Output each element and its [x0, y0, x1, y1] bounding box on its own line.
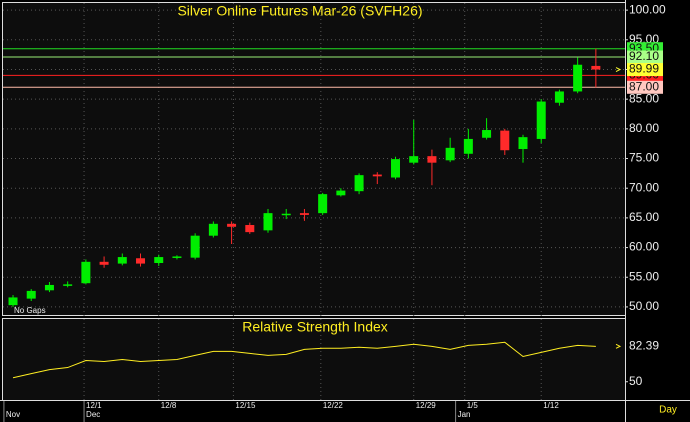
candle-body	[536, 101, 546, 139]
price-label-bg	[627, 50, 663, 64]
candle-body	[117, 257, 127, 264]
x-tick-label: 1/12	[543, 401, 559, 410]
rsi-panel	[2, 318, 626, 401]
candle-body	[154, 257, 164, 263]
candle-body	[372, 174, 382, 177]
candle-body	[208, 223, 218, 236]
rsi-arrow	[615, 343, 622, 349]
candle-body	[427, 156, 437, 163]
candle-body	[227, 223, 237, 227]
candle-body	[26, 290, 36, 299]
chart-title: Silver Online Futures Mar-26 (SVFH26)	[177, 3, 422, 19]
month-label: Nov	[6, 410, 20, 419]
y-tick-label: 60.00	[629, 240, 659, 254]
candle-body	[190, 235, 200, 258]
last-price-bg	[627, 63, 663, 77]
candle-body	[409, 156, 419, 163]
price-label: 87.00	[629, 79, 659, 93]
candle-body	[463, 138, 473, 154]
y-tick-label: 70.00	[629, 180, 659, 194]
candle-body	[8, 297, 18, 306]
candle-body	[554, 91, 564, 103]
candle-body	[263, 213, 273, 231]
candle-body	[391, 159, 401, 178]
price-label-bg	[627, 80, 663, 94]
candle-body	[354, 175, 364, 192]
rsi-title: Relative Strength Index	[242, 319, 388, 335]
y-tick-label: 80.00	[629, 121, 659, 135]
y-tick-label: 50	[629, 374, 643, 388]
candle-body	[591, 65, 601, 70]
y-tick-label: 75.00	[629, 151, 659, 165]
last-price-label: 89.99	[629, 62, 659, 76]
y-tick-label: 100.00	[629, 2, 666, 16]
x-tick-label: 12/8	[161, 401, 177, 410]
candle-body	[336, 190, 346, 196]
price-label: 92.10	[629, 49, 659, 63]
month-label: Jan	[458, 410, 471, 419]
y-tick-label: 55.00	[629, 269, 659, 283]
rsi-label-bg	[627, 339, 663, 353]
x-tick-label: 12/29	[416, 401, 437, 410]
candle-body	[81, 261, 91, 284]
candle-body	[63, 284, 73, 286]
y-tick-label: 85.00	[629, 91, 659, 105]
period-label: Day	[659, 405, 677, 416]
last-price-arrow	[615, 67, 622, 72]
candle-body	[281, 213, 291, 216]
candle-body	[518, 137, 528, 150]
candle-body	[99, 261, 109, 265]
rsi-line	[12, 341, 596, 379]
candle-body	[318, 194, 328, 214]
candle-body	[172, 256, 182, 258]
candle-body	[500, 130, 510, 151]
candle-body	[482, 130, 492, 138]
x-tick-label: 12/1	[86, 401, 102, 410]
rsi-value-label: 82.39	[629, 339, 659, 353]
x-tick-label: 12/15	[235, 401, 256, 410]
y-tick-label: 50.00	[629, 299, 659, 313]
y-tick-label: 65.00	[629, 210, 659, 224]
candle-body	[573, 64, 583, 92]
x-tick-label: 12/22	[323, 401, 344, 410]
note: No Gaps	[14, 306, 46, 315]
x-tick-label: 1/5	[467, 401, 479, 410]
candle-body	[299, 213, 309, 215]
candle-body	[245, 225, 255, 233]
candle-body	[445, 147, 455, 161]
candle-body	[136, 258, 146, 264]
candle-body	[44, 284, 54, 291]
month-label: Dec	[86, 410, 100, 419]
